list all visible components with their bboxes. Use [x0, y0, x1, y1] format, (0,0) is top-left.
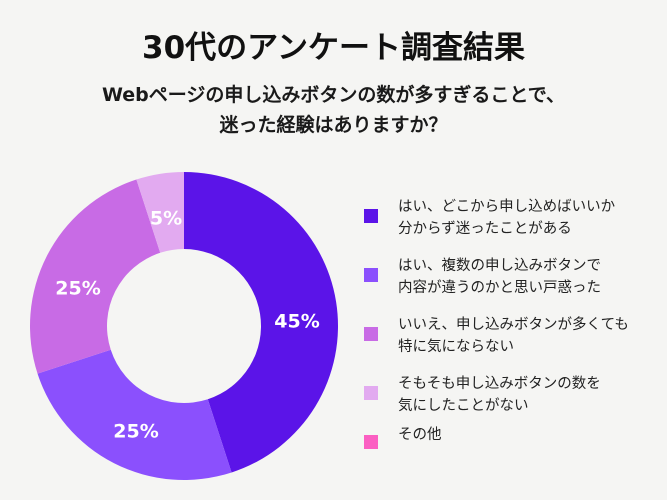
slice-label-4: 5% [150, 208, 182, 230]
legend-item-4: そもそも申し込みボタンの数を 気にしたことがない [364, 373, 601, 417]
slice-label-1: 45% [274, 311, 319, 333]
slice-label-3: 25% [55, 278, 100, 300]
legend-label-1b: 分からず迷ったことがある [398, 221, 572, 237]
donut-slice-2 [37, 349, 232, 480]
legend-swatch-1 [364, 209, 378, 223]
donut-slices [29, 172, 339, 480]
subtitle-line-2: 迷った経験はありますか？ [219, 114, 448, 136]
legend-label-5: その他 [398, 427, 442, 443]
legend-item-1: はい、どこから申し込めばいいか 分からず迷ったことがある [364, 196, 615, 240]
legend-label-2b: 内容が違うのかと思い戸惑った [398, 280, 601, 296]
subtitle-line-1: Webページの申し込みボタンの数が多すぎることで、 [101, 84, 566, 106]
legend-label-3a: いいえ、申し込みボタンが多くても [398, 317, 629, 333]
chart-subtitle: Webページの申し込みボタンの数が多すぎることで、 迷った経験はありますか？ [0, 80, 667, 140]
legend-item-2: はい、複数の申し込みボタンで 内容が違うのかと思い戸惑った [364, 255, 601, 299]
donut-slice-4 [136, 172, 184, 253]
legend-label-4b: 気にしたことがない [398, 398, 529, 414]
legend-swatch-5 [364, 435, 378, 449]
legend-label-1a: はい、どこから申し込めばいいか [398, 199, 616, 215]
slice-label-2: 25% [113, 421, 158, 443]
donut-slice-3 [29, 179, 161, 374]
legend-swatch-2 [364, 268, 378, 282]
donut-slice-1 [184, 172, 339, 473]
legend-item-5: その他 [364, 427, 442, 449]
donut-labels: 45% 25% 25% 5% [55, 208, 319, 443]
chart-title: 30代のアンケート調査結果 [142, 30, 525, 66]
legend-label-4a: そもそも申し込みボタンの数を [398, 376, 601, 392]
legend-swatch-3 [364, 327, 378, 341]
legend-swatch-4 [364, 386, 378, 400]
legend-item-3: いいえ、申し込みボタンが多くても 特に気にならない [364, 314, 629, 358]
legend-label-2a: はい、複数の申し込みボタンで [398, 258, 601, 274]
legend-label-3b: 特に気にならない [398, 339, 514, 355]
